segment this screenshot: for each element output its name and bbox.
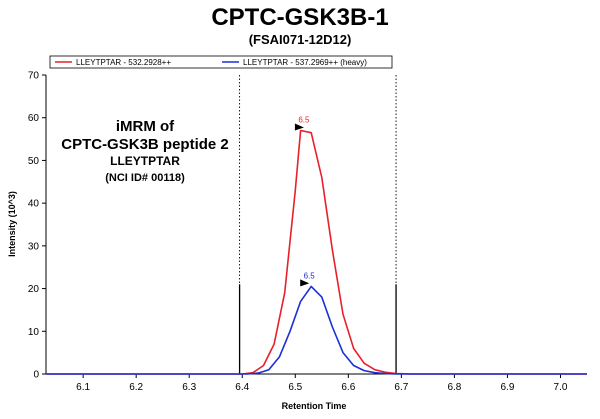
x-tick-label: 6.9 <box>500 382 514 393</box>
x-tick-label: 6.7 <box>394 382 408 393</box>
x-tick-label: 6.8 <box>447 382 461 393</box>
annotation-line-4: (NCI ID# 00118) <box>105 172 185 184</box>
peak-marker-2 <box>300 279 310 287</box>
y-tick-label: 10 <box>28 327 40 338</box>
legend-label-series-1: LLEYTPTAR - 532.2928++ <box>76 58 171 67</box>
annotation-line-3: LLEYTPTAR <box>110 154 180 168</box>
y-tick-label: 70 <box>28 71 40 82</box>
annotation-line-1: iMRM of <box>116 118 175 135</box>
legend: LLEYTPTAR - 532.2928++ LLEYTPTAR - 537.2… <box>49 55 393 69</box>
x-tick-label: 6.5 <box>288 382 302 393</box>
x-axis: 6.1 6.2 6.3 6.4 6.5 6.6 6.7 6.8 6.9 7.0 <box>46 373 587 393</box>
series-lines <box>46 129 587 375</box>
plot-area: 0 10 20 30 40 50 60 70 6.1 6.2 6.3 6.4 6.5 6.6 6.7 6.8… <box>28 71 587 393</box>
y-axis-ticks: 0 10 20 30 40 50 60 70 <box>28 71 46 381</box>
x-tick-label: 6.1 <box>76 382 90 393</box>
peptide-annotation: iMRM of CPTC-GSK3B peptide 2 LLEYTPTAR (… <box>61 118 229 184</box>
y-tick-label: 60 <box>28 113 40 124</box>
peak-marker-1 <box>294 123 304 131</box>
y-axis-title: Intensity (10^3) <box>7 191 17 257</box>
chart-title: CPTC-GSK3B-1 <box>211 4 388 31</box>
x-tick-label: 6.3 <box>182 382 196 393</box>
peak-label-2: 6.5 <box>304 271 316 280</box>
x-tick-label: 7.0 <box>554 382 568 393</box>
integration-boundaries <box>238 75 397 374</box>
series-line-2 <box>46 285 587 375</box>
y-tick-label: 20 <box>28 284 40 295</box>
y-tick-label: 40 <box>28 199 40 210</box>
peak-label-1: 6.5 <box>298 116 310 125</box>
legend-box <box>49 55 393 69</box>
y-tick-label: 0 <box>33 370 39 381</box>
x-tick-label: 6.6 <box>341 382 355 393</box>
x-tick-label: 6.4 <box>235 382 249 393</box>
y-tick-label: 30 <box>28 241 40 252</box>
x-axis-title: Retention Time <box>282 401 347 411</box>
peak-markers: 6.5 6.5 <box>294 116 316 287</box>
y-tick-label: 50 <box>28 156 40 167</box>
series-line-1 <box>46 129 587 375</box>
legend-label-series-2: LLEYTPTAR - 537.2969++ (heavy) <box>243 58 367 67</box>
annotation-line-2: CPTC-GSK3B peptide 2 <box>61 136 229 153</box>
y-axis: 0 10 20 30 40 50 60 70 <box>28 71 47 381</box>
x-tick-label: 6.2 <box>129 382 143 393</box>
chart-subtitle: (FSAI071-12D12) <box>249 32 352 47</box>
x-axis-ticks: 6.1 6.2 6.3 6.4 6.5 6.6 6.7 6.8 6.9 7.0 <box>76 374 568 393</box>
